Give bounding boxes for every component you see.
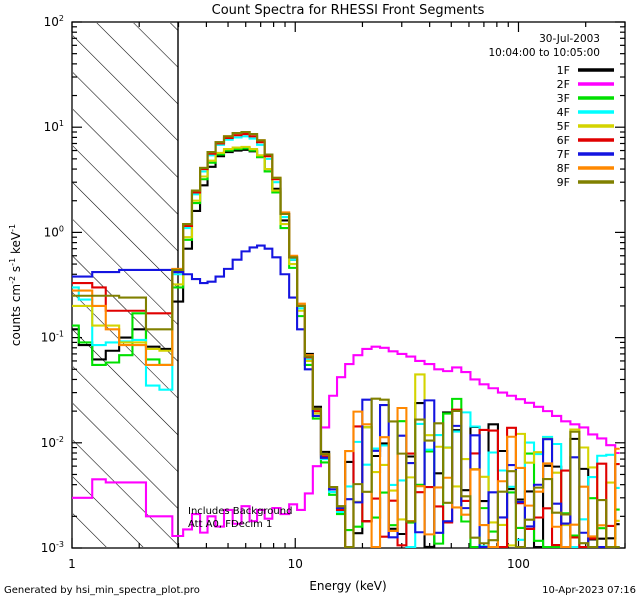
y-axis-label-part-b: s bbox=[9, 266, 23, 276]
spectrum-curve-2f bbox=[72, 345, 620, 538]
y-axis-ticks bbox=[72, 21, 625, 549]
x-tick-label: 100 bbox=[507, 557, 530, 571]
y-axis-label-sup-a: -2 bbox=[8, 276, 17, 284]
footer-generated-by: Generated by hsi_min_spectra_plot.pro bbox=[4, 585, 200, 596]
legend-label-6f: 6F bbox=[557, 134, 570, 147]
y-axis-label-sup-b: -1 bbox=[8, 258, 17, 266]
observation-interval: 10:04:00 to 10:05:00 bbox=[488, 47, 600, 59]
y-axis-label-part-a: counts cm bbox=[9, 284, 23, 346]
x-tick-label: 1 bbox=[68, 557, 76, 571]
annotation-line-2: Att A0, FDecim 1 bbox=[188, 519, 272, 530]
y-tick-label: 101 bbox=[44, 119, 64, 134]
observation-date: 30-Jul-2003 bbox=[539, 33, 600, 45]
legend-label-5f: 5F bbox=[557, 120, 570, 133]
y-tick-label: 100 bbox=[44, 224, 64, 239]
y-axis-label-sup-c: -1 bbox=[8, 224, 17, 232]
spectrum-curve-9f bbox=[72, 130, 620, 548]
x-axis-tick-labels: 1 10 100 bbox=[68, 557, 530, 571]
x-axis-ticks bbox=[71, 22, 626, 548]
legend-label-1f: 1F bbox=[557, 64, 570, 77]
y-tick-label: 10-1 bbox=[41, 330, 64, 345]
legend-label-3f: 3F bbox=[557, 92, 570, 105]
excluded-hatched-region bbox=[73, 22, 179, 548]
x-tick-label: 10 bbox=[288, 557, 303, 571]
annotation-line-1: Includes Background bbox=[188, 506, 292, 517]
y-axis-label: counts cm-2 s-1 keV-1 bbox=[8, 224, 23, 346]
y-tick-label: 10-2 bbox=[41, 435, 64, 450]
page-title: Count Spectra for RHESSI Front Segments bbox=[212, 3, 485, 18]
y-tick-label: 102 bbox=[44, 14, 64, 29]
y-tick-label: 10-3 bbox=[41, 540, 64, 555]
spectra-curves bbox=[72, 130, 620, 548]
svg-text:counts cm-2 s-1 keV-1: counts cm-2 s-1 keV-1 bbox=[8, 224, 23, 346]
legend-label-4f: 4F bbox=[557, 106, 570, 119]
spectrum-curve-7f bbox=[72, 244, 620, 548]
x-axis-label: Energy (keV) bbox=[309, 579, 386, 593]
y-axis-label-part-c: keV bbox=[9, 231, 23, 258]
legend-label-2f: 2F bbox=[557, 78, 570, 91]
footer-timestamp: 10-Apr-2023 07:16 bbox=[542, 585, 636, 596]
legend-label-8f: 8F bbox=[557, 162, 570, 175]
legend-label-7f: 7F bbox=[557, 148, 570, 161]
y-axis-tick-labels: 102 101 100 10-1 10-2 10-3 bbox=[41, 14, 64, 555]
legend-label-9f: 9F bbox=[557, 176, 570, 189]
